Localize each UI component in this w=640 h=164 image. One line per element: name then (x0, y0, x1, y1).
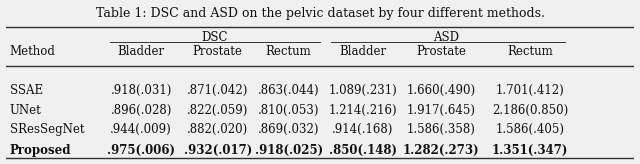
Text: .869(.032): .869(.032) (258, 123, 319, 136)
Text: Rectum: Rectum (508, 45, 553, 58)
Text: .863(.044): .863(.044) (258, 84, 319, 97)
Text: Bladder: Bladder (118, 45, 165, 58)
Text: SResSegNet: SResSegNet (10, 123, 84, 136)
Text: ASD: ASD (433, 31, 460, 44)
Text: UNet: UNet (10, 104, 42, 117)
Text: DSC: DSC (202, 31, 228, 44)
Text: .932(.017): .932(.017) (184, 144, 252, 157)
Text: SSAE: SSAE (10, 84, 43, 97)
Text: .871(.042): .871(.042) (187, 84, 248, 97)
Text: .914(.168): .914(.168) (332, 123, 394, 136)
Text: .822(.059): .822(.059) (187, 104, 248, 117)
Text: 1.586(.405): 1.586(.405) (495, 123, 564, 136)
Text: .810(.053): .810(.053) (258, 104, 319, 117)
Text: Bladder: Bladder (339, 45, 386, 58)
Text: 1.282(.273): 1.282(.273) (403, 144, 479, 157)
Text: .918(.031): .918(.031) (111, 84, 172, 97)
Text: 1.660(.490): 1.660(.490) (406, 84, 476, 97)
Text: 1.917(.645): 1.917(.645) (406, 104, 476, 117)
Text: .850(.148): .850(.148) (329, 144, 397, 157)
Text: 1.701(.412): 1.701(.412) (496, 84, 564, 97)
Text: 1.214(.216): 1.214(.216) (328, 104, 397, 117)
Text: Rectum: Rectum (266, 45, 312, 58)
Text: 1.351(.347): 1.351(.347) (492, 144, 568, 157)
Text: Prostate: Prostate (416, 45, 466, 58)
Text: Method: Method (10, 45, 56, 58)
Text: .975(.006): .975(.006) (108, 144, 175, 157)
Text: .882(.020): .882(.020) (187, 123, 248, 136)
Text: .944(.009): .944(.009) (110, 123, 172, 136)
Text: 1.089(.231): 1.089(.231) (328, 84, 397, 97)
Text: Table 1: DSC and ASD on the pelvic dataset by four different methods.: Table 1: DSC and ASD on the pelvic datas… (95, 7, 545, 20)
Text: 2.186(0.850): 2.186(0.850) (492, 104, 568, 117)
Text: Prostate: Prostate (193, 45, 243, 58)
Text: .896(.028): .896(.028) (111, 104, 172, 117)
Text: .918(.025): .918(.025) (255, 144, 323, 157)
Text: 1.586(.358): 1.586(.358) (406, 123, 476, 136)
Text: Proposed: Proposed (10, 144, 71, 157)
